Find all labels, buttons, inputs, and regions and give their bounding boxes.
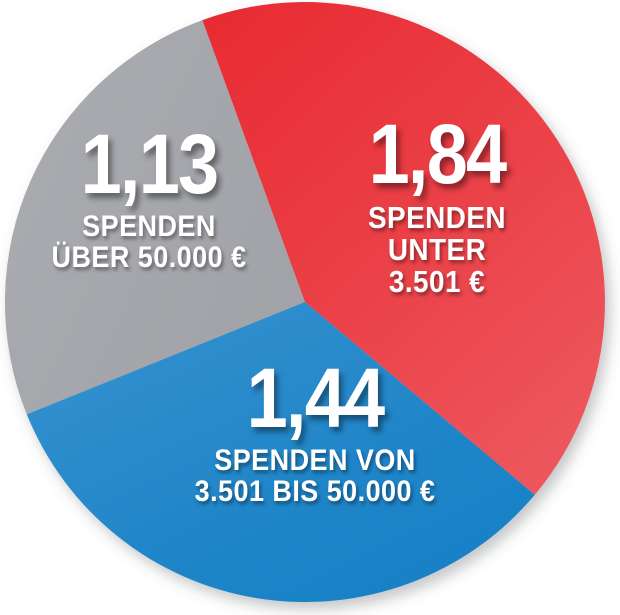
- pie-gloss-overlay: [4, 2, 605, 603]
